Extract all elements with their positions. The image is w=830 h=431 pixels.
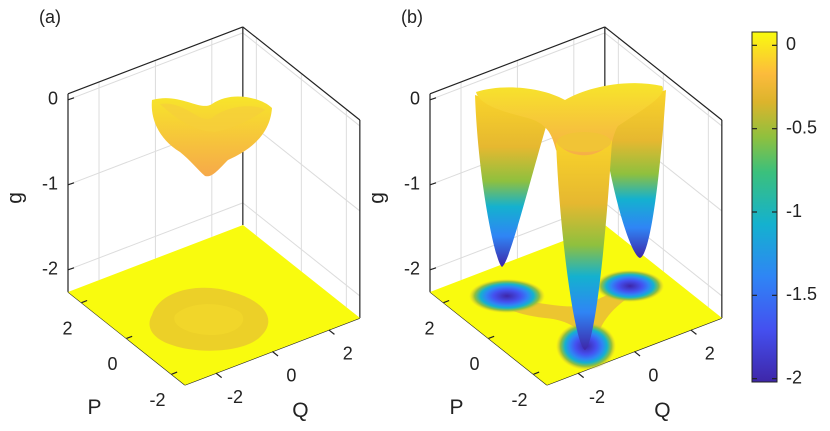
z-tick [429, 182, 437, 186]
box-edge [67, 26, 244, 95]
x-tick [634, 351, 641, 357]
z-tick [67, 182, 75, 186]
y-tick [81, 299, 88, 304]
floor-contour [174, 304, 244, 335]
x-tick-label: 0 [648, 365, 658, 385]
box-edge [604, 26, 723, 121]
y-tick [533, 371, 540, 375]
colorbar-tick-label: -1.5 [786, 284, 817, 304]
z-tick-label: 0 [410, 89, 420, 109]
z-tick [67, 97, 75, 101]
foreground-layer: -2 0 2 -2 0 2 -2 -1 0 Q Pg (a) -2 0 2 -2 0 2 -2 -1 0 Q Pg (b) 0 -… [4, 7, 817, 422]
funnel [600, 90, 666, 258]
z-tick-label: 0 [48, 89, 58, 109]
x-tick [690, 329, 697, 335]
box-edge [429, 26, 606, 95]
y-tick [126, 335, 133, 340]
x-axis-label: Q [654, 399, 670, 422]
y-tick [488, 335, 495, 340]
x-tick-label: 2 [343, 344, 353, 364]
colorbar [751, 31, 778, 383]
z-tick-label: -2 [42, 259, 58, 279]
panel-label: (b) [401, 7, 423, 27]
panel-b-surface [430, 83, 722, 385]
floor-well [469, 279, 545, 313]
panel-label: (a) [39, 7, 61, 27]
panel-a-surface [68, 96, 360, 385]
z-tick [429, 267, 437, 271]
surface-rim [476, 83, 663, 164]
y-tick-label: 2 [62, 318, 72, 338]
z-tick [67, 267, 75, 271]
x-tick [272, 351, 279, 357]
colorbar-tick-label: 0 [786, 34, 796, 54]
z-axis-label: g [366, 192, 389, 204]
y-axis-label: P [449, 396, 463, 419]
z-tick-label: -1 [42, 174, 58, 194]
colorbar-tick-label: -0.5 [786, 117, 817, 137]
funnel [475, 95, 548, 267]
box-edge [242, 26, 361, 121]
x-tick-label: 2 [705, 344, 715, 364]
x-tick-label: -2 [589, 387, 605, 407]
y-tick-label: 0 [469, 354, 479, 374]
colorbar-tick-label: -2 [786, 367, 802, 387]
z-tick-label: -2 [404, 259, 420, 279]
x-tick [577, 372, 585, 379]
y-tick-label: 0 [107, 354, 117, 374]
z-tick-label: -1 [404, 174, 420, 194]
floor-well [596, 270, 664, 302]
x-tick-label: -2 [227, 387, 243, 407]
y-tick-label: 2 [424, 318, 434, 338]
y-tick [171, 371, 178, 375]
x-tick-label: 0 [286, 365, 296, 385]
y-tick [443, 299, 450, 304]
z-tick [429, 97, 437, 101]
colorbar-tick-label: -1 [786, 201, 802, 221]
x-tick [328, 329, 335, 335]
y-axis-label: P [87, 396, 101, 419]
funnel [556, 140, 612, 350]
x-axis-label: Q [292, 399, 308, 422]
y-tick-label: -2 [511, 390, 527, 410]
y-tick-label: -2 [149, 390, 165, 410]
z-axis-label: g [4, 192, 27, 204]
x-tick [215, 372, 223, 379]
funnel-rim [557, 132, 611, 152]
surface-inner [160, 103, 265, 132]
